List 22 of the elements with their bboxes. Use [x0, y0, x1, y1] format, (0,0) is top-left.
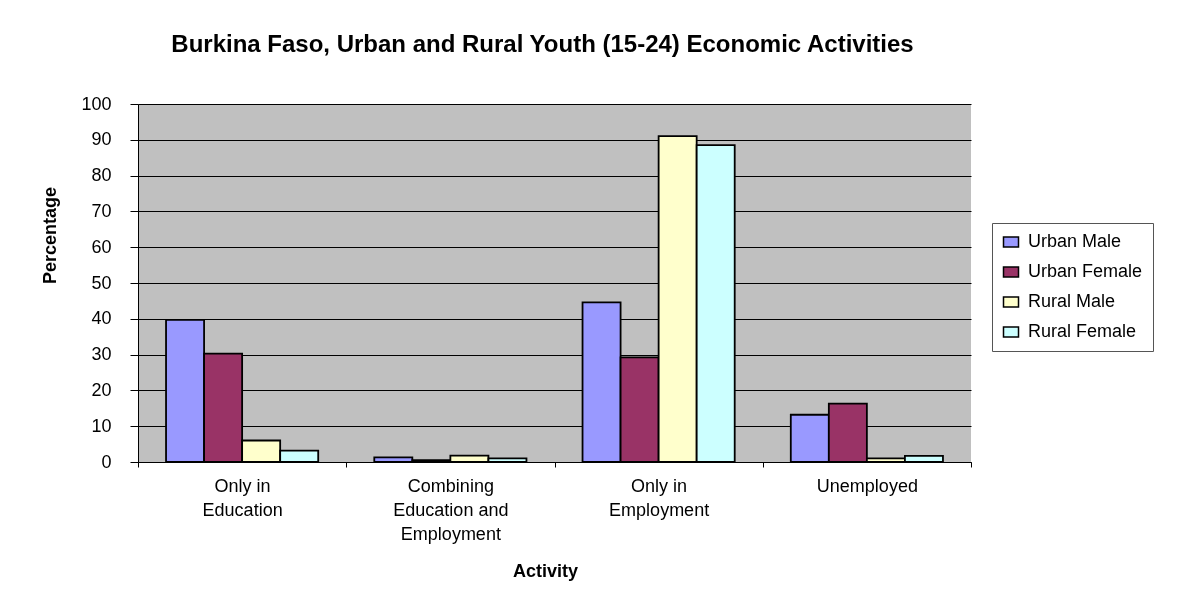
y-tick-label: 70	[91, 200, 112, 221]
y-axis-title: Percentage	[39, 186, 60, 285]
x-tick-label: Only in Education	[202, 475, 283, 520]
legend-label: Urban Female	[1028, 261, 1143, 281]
y-tick-label: 80	[91, 165, 112, 186]
chart-title: Burkina Faso, Urban and Rural Youth (15-24) Economic Activities	[171, 30, 914, 57]
x-tick-label: Only in Employment	[609, 475, 710, 520]
y-tick-label: 50	[91, 272, 112, 293]
legend-label: Rural Male	[1028, 291, 1116, 311]
y-tick-label: 90	[91, 129, 112, 150]
y-tick-label: 40	[91, 308, 112, 329]
y-tick-label: 20	[91, 379, 112, 400]
x-axis-title: Activity	[512, 560, 579, 581]
legend-label: Urban Male	[1028, 231, 1122, 251]
y-tick-label: 60	[91, 236, 112, 257]
x-tick-label: Unemployed	[816, 475, 918, 496]
y-tick-label: 10	[91, 415, 112, 436]
y-tick-label: 0	[101, 451, 112, 472]
y-tick-label: 100	[81, 93, 112, 114]
legend-label: Rural Female	[1028, 321, 1137, 341]
y-tick-label: 30	[91, 344, 112, 365]
x-tick-label: Combining Education and Employment	[393, 475, 509, 544]
